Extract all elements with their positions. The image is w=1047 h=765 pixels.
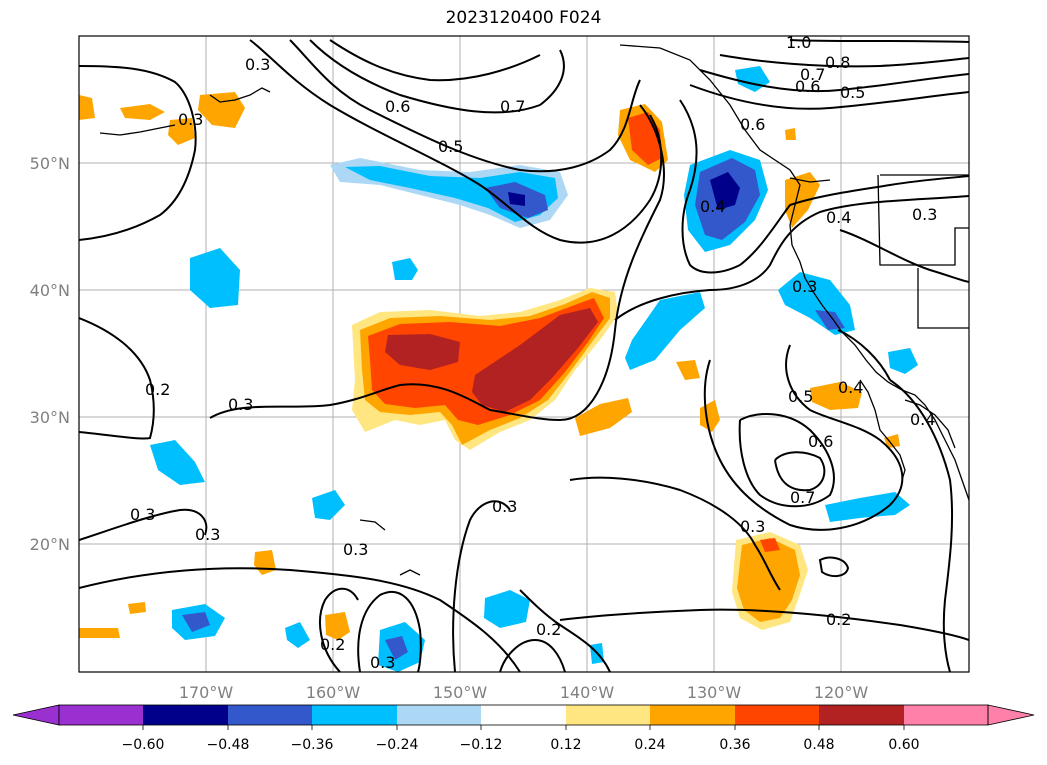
contour-label: 0.3 <box>130 505 155 524</box>
contour-label: 0.3 <box>195 525 220 544</box>
map-frame <box>78 35 970 673</box>
latitude-ticks: 50°N 40°N 30°N 20°N <box>30 154 70 554</box>
contour-label: 0.2 <box>320 635 345 654</box>
lon-tick-label: 150°W <box>433 683 488 702</box>
lon-tick-label: 160°W <box>306 683 361 702</box>
contour-label: 0.3 <box>792 277 817 296</box>
colorbar-label: 0.48 <box>803 737 834 753</box>
colorbar-swatch <box>650 705 735 725</box>
contour-label: 0.6 <box>808 432 833 451</box>
contour-label: 0.2 <box>145 380 170 399</box>
contour-label: 0.4 <box>700 197 725 216</box>
lat-tick-label: 20°N <box>30 535 70 554</box>
colorbar-swatch <box>735 705 819 725</box>
colorbar-label: −0.48 <box>207 737 250 753</box>
contour-label: 0.2 <box>536 620 561 639</box>
longitude-ticks: 170°W 160°W 150°W 140°W 130°W 120°W <box>179 683 869 702</box>
contour-lines <box>79 39 969 672</box>
contour-labels: 1.0 0.8 0.7 0.6 0.5 0.3 0.6 0.5 0.7 0.3 … <box>130 33 937 672</box>
lat-tick-label: 30°N <box>30 408 70 427</box>
contour-label: 0.3 <box>912 205 937 224</box>
contour-label: 0.3 <box>740 517 765 536</box>
colorbar-swatch <box>312 705 397 725</box>
colorbar-label: 0.24 <box>634 737 665 753</box>
contour-label: 0.3 <box>228 395 253 414</box>
colorbar-swatch <box>481 705 566 725</box>
contour-label: 0.5 <box>438 137 463 156</box>
contour-label: 0.6 <box>795 77 820 96</box>
colorbar-swatch <box>397 705 481 725</box>
contour-label: 0.3 <box>245 55 270 74</box>
colorbar-label: −0.12 <box>460 737 503 753</box>
contour-label: 0.6 <box>385 97 410 116</box>
lon-tick-label: 170°W <box>179 683 234 702</box>
contour-label: 0.5 <box>840 83 865 102</box>
map-title: 2023120400 F024 <box>445 8 602 28</box>
contour-label: 0.4 <box>910 410 935 429</box>
colorbar-swatch <box>143 705 228 725</box>
colorbar-label: −0.36 <box>291 737 334 753</box>
lat-tick-label: 40°N <box>30 281 70 300</box>
contour-label: 0.7 <box>800 65 825 84</box>
colorbar-max-extension <box>987 704 1035 726</box>
colorbar-label: −0.24 <box>376 737 419 753</box>
contour-label: 0.2 <box>826 610 851 629</box>
contour-label: 0.7 <box>790 488 815 507</box>
colorbar-label: 0.12 <box>550 737 581 753</box>
contour-label: 0.3 <box>370 653 395 672</box>
lon-tick-label: 120°W <box>814 683 869 702</box>
colorbar-swatch <box>819 705 904 725</box>
colorbar-swatch <box>228 705 312 725</box>
lat-tick-label: 50°N <box>30 154 70 173</box>
contour-label: 1.0 <box>786 33 811 52</box>
colorbar-swatch <box>566 705 650 725</box>
contour-label: 0.3 <box>178 110 203 129</box>
colorbar-label: 0.60 <box>888 737 919 753</box>
coastlines <box>99 44 969 576</box>
colorbar-swatch <box>59 705 143 725</box>
contour-label: 0.4 <box>826 208 851 227</box>
colorbar-min-extension <box>12 704 60 726</box>
colorbar-frame <box>58 704 989 726</box>
contour-label: 0.4 <box>838 378 863 397</box>
colorbar-label: −0.60 <box>122 737 165 753</box>
colorbar-label: 0.36 <box>719 737 750 753</box>
anomaly-fills <box>79 66 918 672</box>
contour-label: 0.3 <box>343 540 368 559</box>
contour-label: 0.5 <box>788 387 813 406</box>
contour-label: 0.8 <box>825 53 850 72</box>
contour-label: 0.7 <box>500 97 525 116</box>
contour-label: 0.3 <box>492 497 517 516</box>
colorbar: −0.60 −0.48 −0.36 −0.24 −0.12 0.12 0.24 … <box>12 704 1035 753</box>
lon-tick-label: 130°W <box>687 683 742 702</box>
contour-label: 0.6 <box>740 115 765 134</box>
lon-tick-label: 140°W <box>560 683 615 702</box>
colorbar-swatch <box>904 705 988 725</box>
